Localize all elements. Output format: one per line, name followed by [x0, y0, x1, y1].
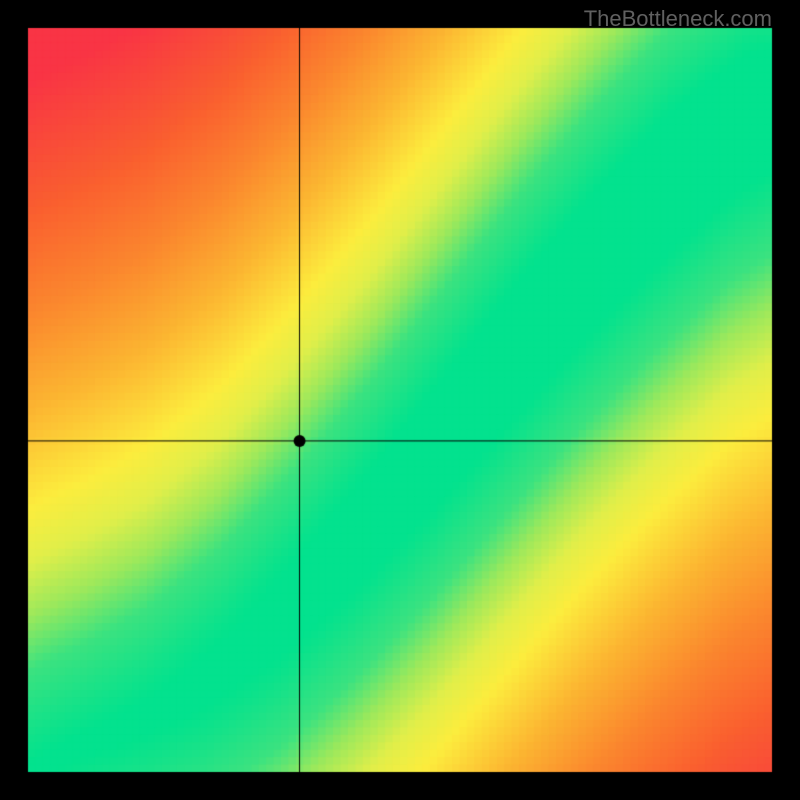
watermark-text: TheBottleneck.com [584, 6, 772, 32]
bottleneck-heatmap-canvas [0, 0, 800, 800]
chart-container: TheBottleneck.com [0, 0, 800, 800]
